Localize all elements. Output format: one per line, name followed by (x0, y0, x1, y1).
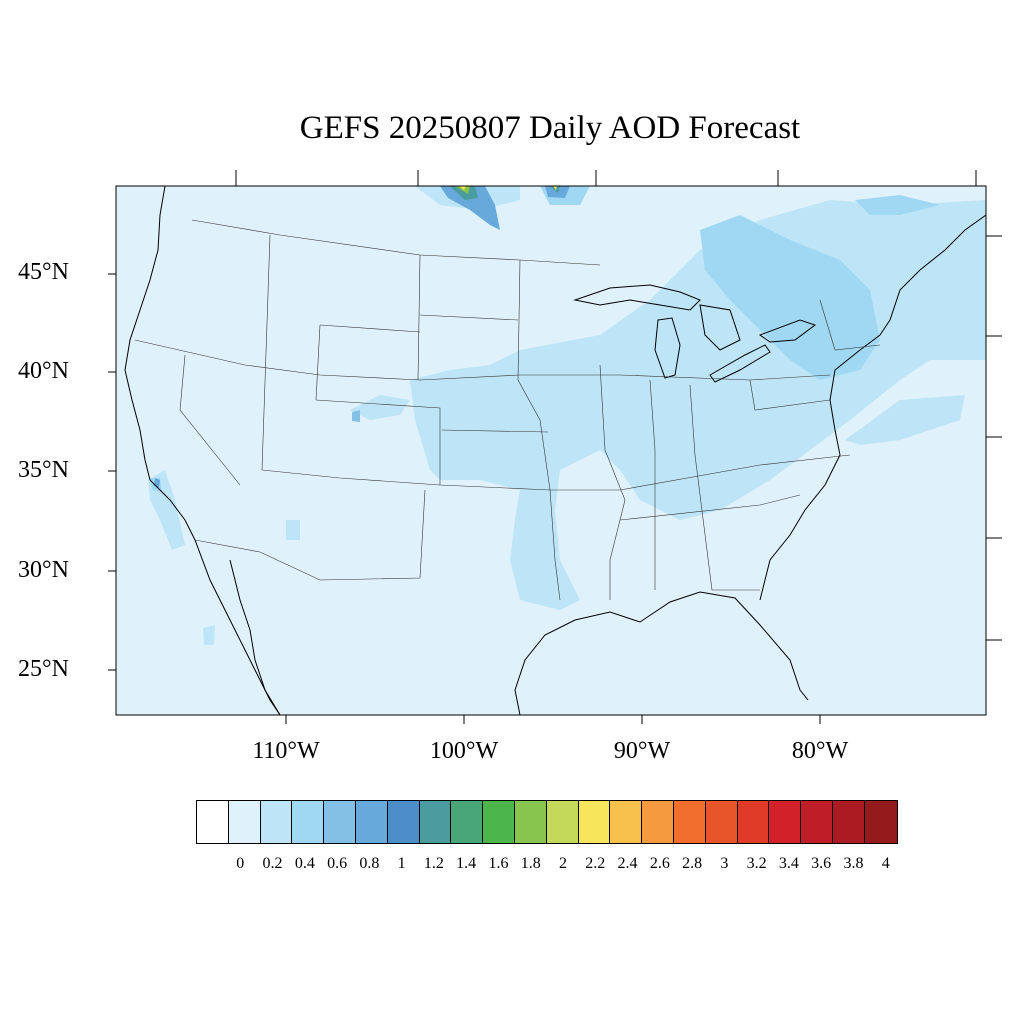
colorbar-label: 4 (881, 855, 890, 872)
colorbar-label: 3 (720, 855, 729, 872)
lon-label-110: 110°W (252, 738, 320, 764)
colorbar-swatch (801, 801, 833, 843)
colorbar-swatch (292, 801, 325, 843)
colorbar-swatch (197, 801, 229, 843)
colorbar-swatch (514, 801, 547, 843)
lat-label-25: 25°N (18, 656, 69, 682)
map-title: GEFS 20250807 Daily AOD Forecast (299, 110, 801, 146)
colorbar-swatch (769, 801, 802, 843)
colorbar-swatch (610, 801, 643, 843)
colorbar-swatch (387, 801, 420, 843)
colorbar-label: 2.2 (585, 855, 606, 872)
colorbar-label: 2.6 (649, 855, 670, 872)
colorbar-label: 2 (559, 855, 567, 872)
colorbar-swatch (673, 801, 706, 843)
colorbar-label: 0.2 (262, 855, 283, 872)
map-frame (115, 185, 987, 716)
colorbar-label: 1.4 (456, 855, 477, 872)
colorbar-label: 2.8 (682, 855, 703, 872)
colorbar-swatch (705, 801, 738, 843)
colorbar-swatch (228, 801, 261, 843)
coastlines (124, 186, 986, 715)
state-borders (134, 219, 881, 601)
colorbar-labels: 0 0.2 0.4 0.6 0.8 1 1.2 1.4 1.6 1.8 2 2.2 2.4 2.6 2.8 3… (196, 855, 916, 875)
colorbar-label: 1.2 (423, 855, 444, 872)
colorbar-swatch (483, 801, 515, 843)
colorbar-label: 0 (236, 855, 245, 872)
axis-ticks (108, 170, 1002, 724)
aod-hotspot (154, 186, 570, 488)
lat-label-45: 45°N (18, 259, 69, 285)
great-lakes (573, 284, 817, 383)
lat-label-40: 40°N (18, 358, 69, 384)
colorbar-swatch (355, 801, 388, 843)
colorbar-label: 1.6 (488, 855, 509, 872)
colorbar-label: 0.4 (294, 855, 315, 872)
colorbar-swatch (451, 801, 484, 843)
colorbar-swatch (260, 801, 293, 843)
lon-label-90: 90°W (613, 738, 671, 764)
colorbar-label: 0.6 (327, 855, 348, 872)
colorbar-swatch (324, 801, 356, 843)
colorbar-label: 3.4 (778, 855, 799, 872)
colorbar-swatch (864, 801, 897, 843)
lat-label-30: 30°N (18, 557, 69, 583)
colorbar-swatch (642, 801, 674, 843)
lon-label-100: 100°W (429, 738, 499, 764)
lat-label-35: 35°N (18, 457, 69, 483)
colorbar-swatch (578, 801, 611, 843)
colorbar-label: 3.2 (746, 855, 767, 872)
colorbar-label: 1 (397, 855, 406, 872)
colorbar-swatch (737, 801, 770, 843)
lon-label-80: 80°W (791, 738, 849, 764)
colorbar-label: 1.8 (520, 855, 541, 872)
colorbar-swatch (832, 801, 865, 843)
colorbar (196, 800, 898, 844)
colorbar-label: 0.8 (359, 855, 380, 872)
colorbar-label: 2.4 (617, 855, 638, 872)
colorbar-swatch (419, 801, 452, 843)
colorbar-swatch (546, 801, 579, 843)
colorbar-label: 3.6 (811, 855, 832, 872)
colorbar-label: 3.8 (843, 855, 864, 872)
